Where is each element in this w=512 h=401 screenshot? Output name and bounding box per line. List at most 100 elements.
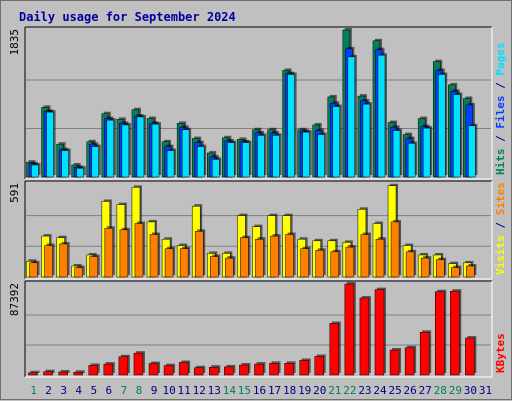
- bar-kbytes-day-2: [43, 371, 53, 376]
- bar-kbytes-day-30: [465, 337, 475, 376]
- bar-pages-day-6: [106, 119, 115, 178]
- bar-sites-day-4: [74, 267, 83, 278]
- day-label-16: 16: [253, 384, 266, 397]
- bar-kbytes-day-28: [434, 291, 445, 376]
- panel-1: 1835 Hits / Files / Pages: [8, 26, 507, 180]
- day-label-26: 26: [404, 384, 417, 397]
- bar-pages-day-2: [46, 111, 54, 178]
- day-label-31: 31: [479, 384, 492, 397]
- legend-part-4: /: [494, 76, 507, 96]
- bar-pages-day-26: [407, 143, 416, 178]
- bar-sites-day-29: [451, 267, 460, 278]
- day-label-30: 30: [464, 384, 477, 397]
- bar-kbytes-day-10: [163, 365, 174, 376]
- bar-sites-day-19: [300, 248, 309, 278]
- day-label-15: 15: [238, 384, 251, 397]
- bar-pages-day-17: [272, 135, 280, 178]
- bar-kbytes-day-25: [389, 349, 400, 376]
- bar-pages-day-14: [227, 142, 235, 178]
- day-axis: 1 2 3 4 5 6 7 8 9 10 11 12 13 14 15 16 17 18 19 20 21 22 23 24 2…: [30, 384, 492, 397]
- day-label-21: 21: [328, 384, 341, 397]
- bar-sites-day-12: [194, 231, 204, 278]
- day-label-4: 4: [75, 384, 82, 397]
- day-label-29: 29: [449, 384, 462, 397]
- day-label-9: 9: [151, 384, 158, 397]
- bar-kbytes-day-3: [58, 371, 68, 376]
- day-label-27: 27: [419, 384, 432, 397]
- bar-sites-day-16: [255, 238, 264, 278]
- bar-pages-day-3: [61, 150, 69, 178]
- bar-pages-day-12: [196, 146, 205, 178]
- day-label-13: 13: [208, 384, 221, 397]
- bar-sites-day-22: [345, 246, 355, 278]
- panel-2-legend-label: Visits / Sites: [494, 182, 507, 275]
- bar-sites-day-8: [134, 223, 144, 278]
- bar-sites-day-26: [405, 251, 415, 278]
- day-label-28: 28: [434, 384, 447, 397]
- bar-pages-day-15: [242, 142, 250, 178]
- bar-sites-day-5: [89, 256, 99, 278]
- legend-part-2: /: [494, 129, 507, 149]
- bar-sites-day-6: [104, 227, 114, 278]
- day-label-25: 25: [388, 384, 401, 397]
- bar-sites-day-15: [240, 237, 249, 278]
- bar-pages-day-18: [287, 74, 295, 178]
- day-label-20: 20: [313, 384, 326, 397]
- day-label-18: 18: [283, 384, 296, 397]
- legend-part-1: Hits: [494, 149, 507, 176]
- bar-sites-day-25: [390, 221, 400, 278]
- bar-pages-day-28: [437, 74, 446, 178]
- day-label-1: 1: [30, 384, 37, 397]
- bar-sites-day-20: [315, 249, 324, 278]
- legend-part-3: Files: [494, 96, 507, 129]
- bar-kbytes-day-21: [329, 323, 340, 376]
- day-label-11: 11: [178, 384, 191, 397]
- bar-pages-day-21: [332, 106, 341, 178]
- day-label-12: 12: [193, 384, 206, 397]
- panel-1-ymax-label: 1835: [8, 29, 21, 56]
- bar-sites-day-28: [435, 259, 445, 278]
- bar-pages-day-9: [151, 123, 160, 178]
- bar-kbytes-day-27: [419, 332, 430, 376]
- bar-kbytes-day-17: [269, 363, 279, 376]
- bar-kbytes-day-26: [404, 347, 415, 376]
- bar-sites-day-21: [330, 251, 340, 278]
- day-label-5: 5: [90, 384, 97, 397]
- bar-sites-day-18: [285, 234, 294, 278]
- bar-kbytes-day-20: [314, 356, 324, 376]
- bar-pages-day-19: [302, 131, 310, 178]
- panel-3-ymax-label: 87392: [8, 283, 21, 316]
- legend-part-3: Sites: [494, 182, 507, 215]
- bar-sites-day-10: [164, 248, 174, 278]
- bar-pages-day-20: [317, 134, 325, 178]
- bar-pages-day-23: [362, 103, 371, 178]
- panel-2-ymax-label: 591: [8, 183, 21, 203]
- panel-3-legend-label: KBytes: [494, 333, 507, 373]
- bar-pages-day-11: [181, 129, 190, 178]
- legend-part-2: /: [494, 215, 507, 235]
- bar-kbytes-day-8: [133, 352, 144, 376]
- bar-sites-day-24: [375, 238, 385, 278]
- bar-pages-day-1: [31, 164, 39, 178]
- bar-kbytes-day-29: [450, 290, 460, 376]
- bar-kbytes-day-14: [224, 366, 234, 376]
- bar-pages-day-16: [257, 135, 265, 178]
- bar-kbytes-day-9: [148, 363, 159, 376]
- bar-pages-day-10: [166, 150, 175, 178]
- bar-pages-day-29: [453, 94, 461, 178]
- day-label-22: 22: [343, 384, 356, 397]
- bar-pages-day-13: [212, 159, 220, 178]
- bar-sites-day-17: [270, 235, 279, 278]
- bar-kbytes-day-19: [299, 360, 309, 376]
- bar-kbytes-day-4: [73, 372, 83, 376]
- bar-sites-day-7: [119, 229, 129, 278]
- day-label-7: 7: [121, 384, 128, 397]
- bar-sites-day-3: [59, 243, 68, 278]
- bar-sites-day-9: [149, 234, 159, 278]
- bar-pages-day-7: [121, 124, 130, 178]
- panel-2: 591 Visits / Sites: [8, 180, 507, 280]
- day-label-8: 8: [136, 384, 143, 397]
- bar-sites-day-2: [44, 245, 53, 278]
